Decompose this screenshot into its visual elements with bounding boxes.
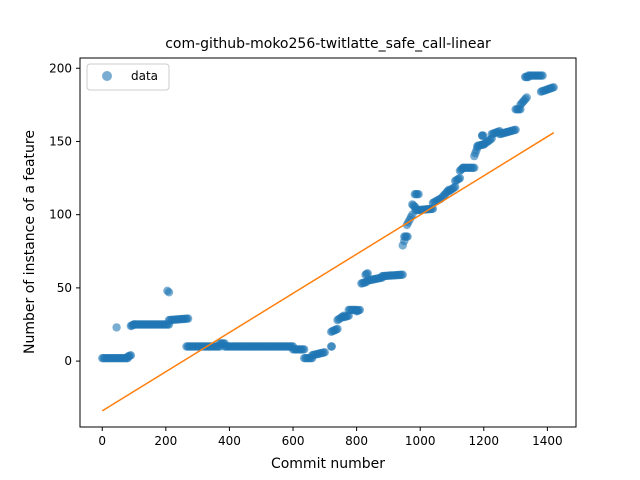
y-tick-label: 200 [49,61,72,75]
x-tick-label: 400 [218,434,241,448]
data-point [511,125,520,134]
data-point [478,131,487,140]
y-tick-label: 0 [64,354,72,368]
data-point [300,345,309,354]
data-point [522,93,531,102]
y-tick-label: 50 [57,281,72,295]
data-point [538,71,547,80]
data-point [183,314,193,323]
x-axis-label: Commit number [271,456,385,472]
legend-label-data: data [131,69,158,83]
data-point [126,351,136,360]
data-point [470,163,479,172]
data-point [320,348,329,357]
plot-frame [79,57,577,428]
data-point [112,323,121,332]
y-axis-label: Number of instance of a feature [22,130,38,354]
y-tick-label: 150 [49,134,72,148]
data-point [164,288,174,297]
x-tick-label: 1400 [532,434,563,448]
data-point [455,173,465,183]
x-tick-label: 1200 [469,434,500,448]
data-point [549,83,558,92]
fit-line [101,132,555,412]
data-point [403,232,412,241]
y-axis-ticks: 0 50 100 150 200 [49,61,80,368]
x-tick-label: 0 [98,434,106,448]
data-point [451,182,460,192]
legend-marker [102,71,112,81]
x-tick-label: 800 [345,434,368,448]
legend: data [86,63,170,91]
data-point [355,305,364,315]
x-tick-label: 600 [282,434,305,448]
chart-title: com-github-moko256-twitlatte_safe_call-l… [165,36,491,52]
y-tick-label: 100 [49,208,72,222]
x-tick-label: 1000 [405,434,436,448]
data-point [327,342,336,351]
data-point [414,190,423,199]
data-point [398,270,407,279]
x-axis-ticks: 0 200 400 600 800 1000 1200 1400 [98,427,563,448]
legend-box [86,63,170,91]
data-point [333,324,342,334]
series-layer [98,71,558,412]
x-tick-label: 200 [154,434,177,448]
data-point [363,269,372,278]
